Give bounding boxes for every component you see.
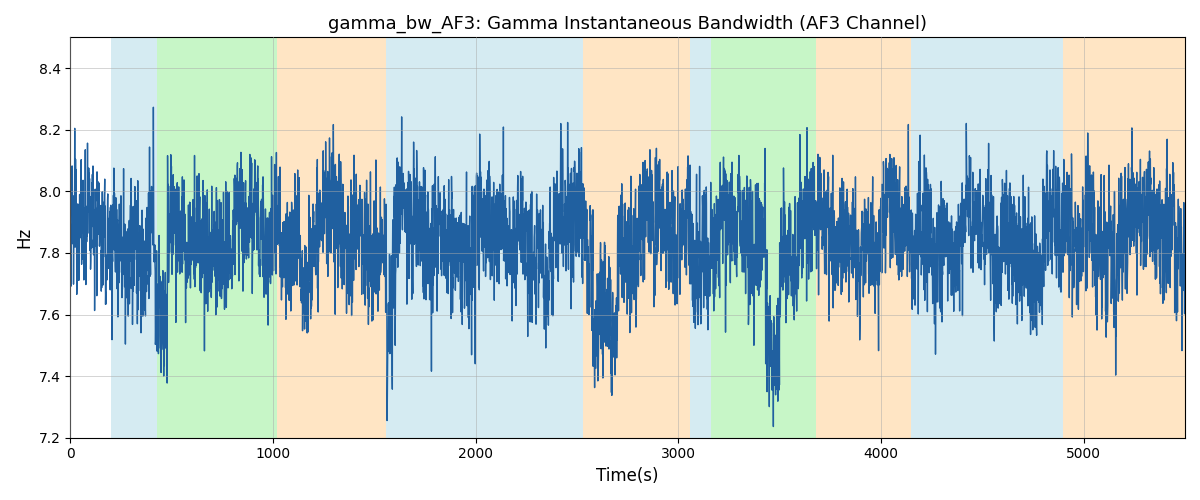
Bar — [277, 38, 386, 438]
X-axis label: Time(s): Time(s) — [596, 467, 659, 485]
Bar — [157, 38, 277, 438]
Bar — [816, 38, 911, 438]
Bar — [386, 38, 455, 438]
Bar — [710, 38, 816, 438]
Y-axis label: Hz: Hz — [16, 227, 34, 248]
Bar — [583, 38, 690, 438]
Bar — [1063, 38, 1184, 438]
Bar — [110, 38, 157, 438]
Bar — [455, 38, 583, 438]
Bar — [690, 38, 710, 438]
Title: gamma_bw_AF3: Gamma Instantaneous Bandwidth (AF3 Channel): gamma_bw_AF3: Gamma Instantaneous Bandwi… — [328, 15, 928, 34]
Bar — [911, 38, 1063, 438]
